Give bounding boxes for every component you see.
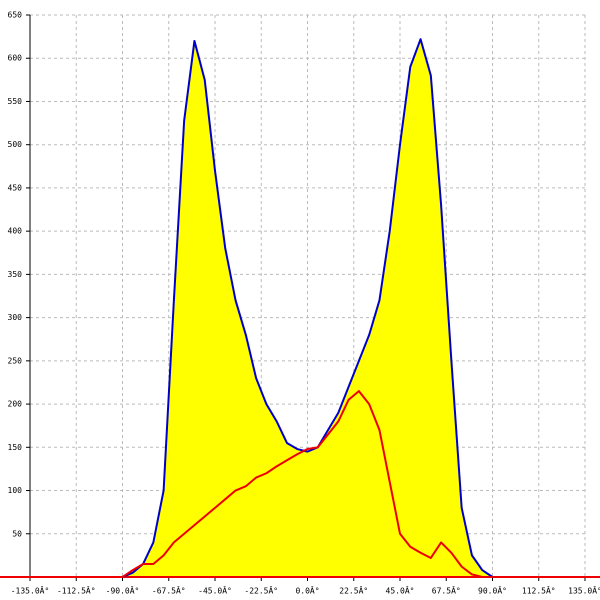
y-tick-label: 150 (8, 443, 23, 452)
x-tick-label: -90.0Â° (106, 585, 140, 596)
y-tick-label: 600 (8, 54, 23, 63)
y-tick-label: 500 (8, 140, 23, 149)
x-tick-label: -112.5Â° (57, 585, 96, 596)
y-tick-label: 250 (8, 356, 23, 365)
y-tick-label: 550 (8, 97, 23, 106)
x-tick-label: -135.0Â° (11, 585, 50, 596)
y-tick-label: 100 (8, 486, 23, 495)
x-tick-label: -22.5Â° (244, 585, 278, 596)
y-tick-label: 350 (8, 270, 23, 279)
y-tick-label: 50 (12, 529, 22, 538)
series-line (121, 390, 493, 578)
x-tick-label: 135.0Â° (568, 585, 600, 596)
series-line (122, 38, 494, 578)
y-tick-label: 650 (8, 11, 23, 20)
x-tick-label: 22.5Â° (339, 585, 368, 596)
x-tick-label: 67.5Â° (432, 585, 461, 596)
x-tick-label: 0.0Â° (295, 585, 319, 596)
y-tick-label: 200 (8, 400, 23, 409)
y-tick-label: 300 (8, 313, 23, 322)
x-tick-label: 45.0Â° (386, 585, 415, 596)
x-tick-label: -45.0Â° (198, 585, 232, 596)
x-tick-label: -67.5Â° (152, 585, 186, 596)
x-tick-label: 90.0Â° (478, 585, 507, 596)
y-tick-label: 400 (8, 227, 23, 236)
x-tick-label: 112.5Â° (522, 585, 556, 596)
y-tick-label: 450 (8, 183, 23, 192)
